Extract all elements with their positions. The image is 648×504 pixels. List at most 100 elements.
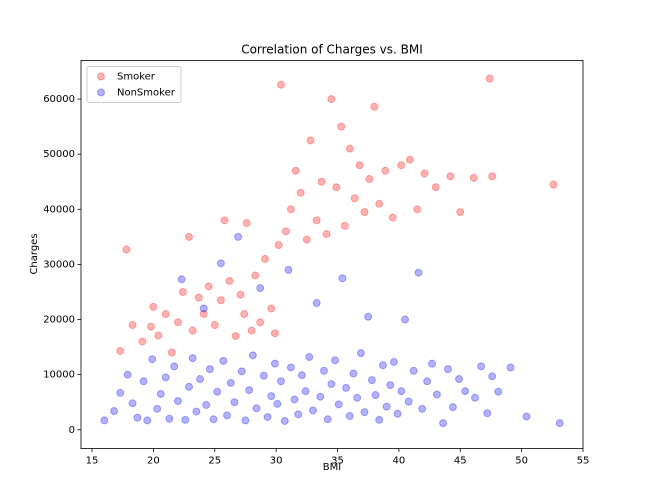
legend-marker <box>97 88 105 97</box>
point <box>302 235 311 244</box>
x-tick-label: 25 <box>208 456 221 467</box>
point <box>432 390 441 399</box>
point <box>231 332 240 341</box>
point <box>340 221 349 230</box>
point <box>209 415 218 424</box>
point <box>470 393 479 402</box>
point <box>401 315 410 324</box>
point <box>274 241 283 250</box>
point <box>386 381 395 390</box>
y-tick-label: 30000 <box>43 259 75 270</box>
point <box>216 259 225 268</box>
point <box>181 415 190 424</box>
point <box>506 363 515 372</box>
point <box>522 412 531 421</box>
point <box>153 404 162 413</box>
point <box>123 370 132 379</box>
point <box>375 415 384 424</box>
point <box>173 318 182 327</box>
point <box>342 383 351 392</box>
point <box>192 407 201 416</box>
point <box>165 414 174 423</box>
point <box>143 416 152 425</box>
point <box>405 155 414 164</box>
point <box>273 399 282 408</box>
point <box>148 355 157 364</box>
point <box>161 373 170 382</box>
point <box>378 361 387 370</box>
point <box>353 393 362 402</box>
point <box>461 387 470 396</box>
point <box>256 284 265 293</box>
point <box>277 377 286 386</box>
x-tick-label: 15 <box>86 456 99 467</box>
point <box>397 387 406 396</box>
y-axis-label: Charges <box>29 233 40 274</box>
point <box>360 208 369 217</box>
point <box>225 276 234 285</box>
point <box>210 321 219 330</box>
point <box>349 369 358 378</box>
point <box>375 199 384 208</box>
point <box>388 213 397 222</box>
point <box>234 232 243 241</box>
point <box>345 144 354 153</box>
legend: Smoker NonSmoker <box>86 66 182 103</box>
point <box>267 304 276 313</box>
point <box>443 365 452 374</box>
point <box>364 312 373 321</box>
point <box>220 216 229 225</box>
point <box>420 169 429 178</box>
point <box>297 371 306 380</box>
point <box>133 413 142 422</box>
point <box>149 302 158 311</box>
point <box>167 348 176 357</box>
point <box>199 304 208 313</box>
point <box>267 392 276 401</box>
point <box>488 372 497 381</box>
point <box>122 245 131 254</box>
point <box>332 183 341 192</box>
point <box>177 275 186 284</box>
point <box>327 95 336 104</box>
point <box>413 205 422 214</box>
point <box>240 310 249 319</box>
point <box>247 326 256 335</box>
point <box>381 166 390 175</box>
point <box>418 404 427 413</box>
point <box>323 415 332 424</box>
point <box>409 366 418 375</box>
point <box>188 354 197 363</box>
point <box>116 388 125 397</box>
point <box>448 403 457 412</box>
point <box>305 353 314 362</box>
y-tick-label: 40000 <box>43 204 75 215</box>
point <box>371 391 380 400</box>
y-tick-label: 0 <box>69 425 75 436</box>
point <box>286 363 295 372</box>
point <box>365 174 374 183</box>
point <box>270 359 279 368</box>
x-tick-label: 35 <box>331 456 344 467</box>
y-tick-label: 10000 <box>43 370 75 381</box>
point <box>156 389 165 398</box>
point <box>170 362 179 371</box>
x-axis-label: BMI <box>323 462 341 473</box>
point <box>290 395 299 404</box>
point <box>242 219 251 228</box>
point <box>270 329 279 338</box>
point <box>397 161 406 170</box>
plot-area <box>100 74 564 428</box>
point <box>320 366 329 375</box>
point <box>281 227 290 236</box>
point <box>236 290 245 299</box>
legend-label: Smoker <box>117 72 156 83</box>
point <box>252 404 261 413</box>
point <box>485 74 494 83</box>
point <box>196 375 205 384</box>
point <box>555 419 564 428</box>
point <box>312 299 321 307</box>
point <box>370 102 379 111</box>
legend-box <box>86 66 182 103</box>
point <box>256 318 265 327</box>
